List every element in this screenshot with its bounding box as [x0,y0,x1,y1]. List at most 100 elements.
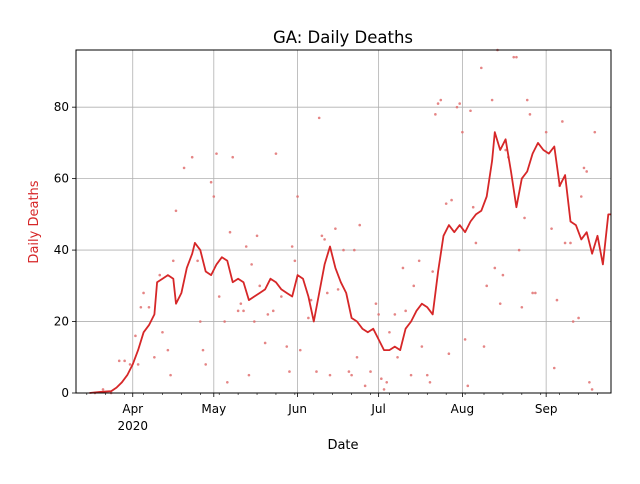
daily-point [474,241,478,245]
daily-point [288,370,291,373]
daily-point [444,202,448,205]
x-tick-label: Aug [451,402,474,416]
daily-point [404,309,407,313]
y-tick-label: 60 [54,172,69,186]
daily-point [250,263,253,266]
x-tick-label: Jul [370,402,385,416]
daily-point [585,170,588,173]
daily-points [93,48,597,395]
daily-point [436,102,440,105]
daily-point [420,345,424,348]
daily-point [347,370,351,373]
y-tick-label: 80 [54,100,69,114]
daily-point [212,195,216,198]
daily-point [226,380,229,384]
daily-point [174,209,178,213]
daily-point [242,309,245,313]
x-tick-label: May [201,402,226,416]
daily-point [382,388,386,391]
daily-point [307,316,310,320]
daily-point [161,330,164,334]
daily-point [428,380,432,384]
daily-point [358,223,362,227]
axes: 0 20 40 60 80 Apr 2020 May Jun Jul Aug Sep [54,100,598,433]
daily-point [274,152,278,155]
daily-point [498,302,502,305]
daily-point [204,363,207,366]
daily-point [520,305,524,309]
daily-point [285,345,289,348]
daily-point [466,384,470,388]
daily-point [196,259,199,263]
daily-point [534,291,537,295]
daily-point [158,273,162,277]
daily-point [447,352,451,355]
daily-point [328,373,332,377]
daily-point [350,373,353,377]
daily-point [469,109,472,113]
daily-point [569,241,572,245]
daily-point [531,291,534,295]
daily-point [315,370,318,373]
daily-point [561,120,564,123]
chart-title: GA: Daily Deaths [273,28,413,47]
daily-point [255,234,259,238]
daily-point [550,227,553,230]
y-tick-label: 20 [54,315,69,329]
daily-point [323,238,326,241]
daily-point [490,98,494,102]
daily-point [563,241,567,245]
daily-point [223,320,226,323]
daily-point [217,295,221,298]
daily-point [231,155,235,159]
daily-point [215,152,218,155]
daily-point [236,309,240,313]
daily-point [396,355,399,359]
daily-point [169,373,172,377]
daily-point [123,359,126,363]
daily-point [353,248,356,252]
daily-point [171,259,175,263]
daily-point [485,284,489,288]
daily-point [528,113,532,116]
daily-point [325,291,329,295]
daily-point [271,309,275,313]
daily-point [431,270,434,273]
daily-point [461,130,464,134]
daily-point [317,116,321,120]
daily-point [501,273,505,277]
daily-point [374,302,378,305]
daily-point [480,66,483,70]
daily-point [101,388,105,391]
daily-point [182,166,186,170]
daily-point [253,320,256,323]
x-tick-label: Apr [122,402,143,416]
x-axis-label: Date [327,438,358,453]
daily-point [552,366,556,370]
daily-point [363,384,367,388]
daily-point [380,377,383,381]
daily-point [153,355,156,359]
daily-point [482,345,486,348]
daily-point [417,259,421,263]
daily-point [320,234,324,238]
daily-point [166,348,170,352]
series-line [89,131,611,394]
daily-point [412,284,416,288]
daily-point [228,230,232,234]
daily-point [266,313,270,316]
daily-point [136,363,140,366]
daily-point [128,363,132,366]
daily-point [393,313,397,316]
daily-point [296,195,299,198]
daily-point [504,148,507,152]
daily-point [525,98,529,102]
daily-point [590,388,594,391]
daily-point [290,245,294,248]
daily-point [458,102,461,105]
daily-point [244,245,248,248]
daily-point [493,266,497,270]
daily-point [385,380,389,384]
daily-point [209,180,213,184]
